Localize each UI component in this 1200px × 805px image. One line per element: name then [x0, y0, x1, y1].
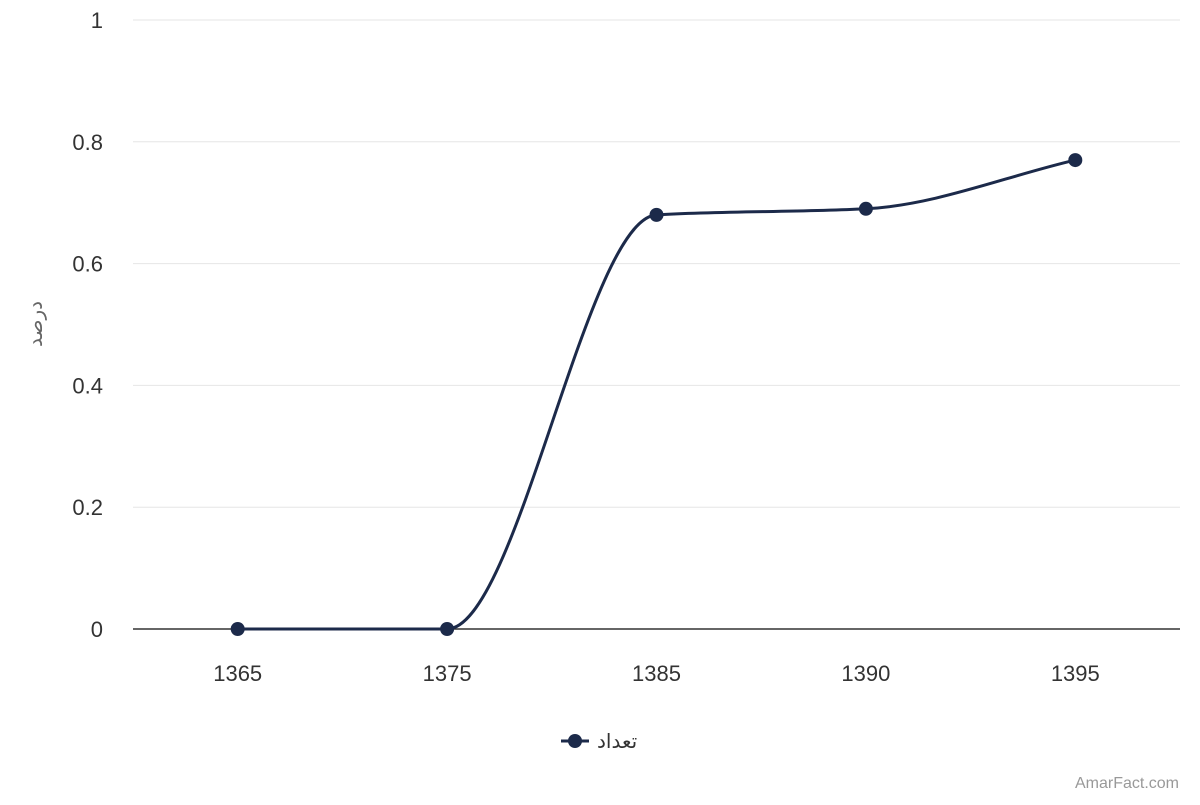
x-tick-label: 1365 — [213, 661, 262, 686]
y-tick-label: 0 — [91, 617, 103, 642]
x-tick-label: 1390 — [841, 661, 890, 686]
y-tick-label: 0.2 — [72, 495, 103, 520]
x-axis-ticks: 1365 1375 1385 1390 1395 — [213, 661, 1100, 686]
legend[interactable]: تعداد — [561, 731, 637, 753]
x-tick-label: 1375 — [423, 661, 472, 686]
x-tick-label: 1395 — [1051, 661, 1100, 686]
y-tick-label: 0.8 — [72, 130, 103, 155]
y-tick-label: 0.6 — [72, 252, 103, 277]
y-axis-label: درصد — [25, 301, 47, 347]
series-line — [237, 158, 1076, 631]
x-tick-label: 1385 — [632, 661, 681, 686]
series-layer — [230, 153, 1083, 636]
legend-label: تعداد — [597, 731, 637, 753]
data-point[interactable] — [440, 622, 455, 636]
credit-text[interactable]: AmarFact.com — [1074, 775, 1179, 792]
data-point[interactable] — [858, 201, 873, 216]
y-tick-label: 0.4 — [72, 373, 103, 398]
grid — [133, 19, 1180, 508]
data-point[interactable] — [1068, 153, 1083, 168]
y-axis-ticks: 0 0.2 0.4 0.6 0.8 1 — [72, 8, 103, 642]
data-point[interactable] — [230, 622, 245, 636]
legend-dot-marker — [568, 734, 582, 748]
data-point[interactable] — [649, 207, 664, 222]
y-tick-label: 1 — [91, 8, 103, 33]
